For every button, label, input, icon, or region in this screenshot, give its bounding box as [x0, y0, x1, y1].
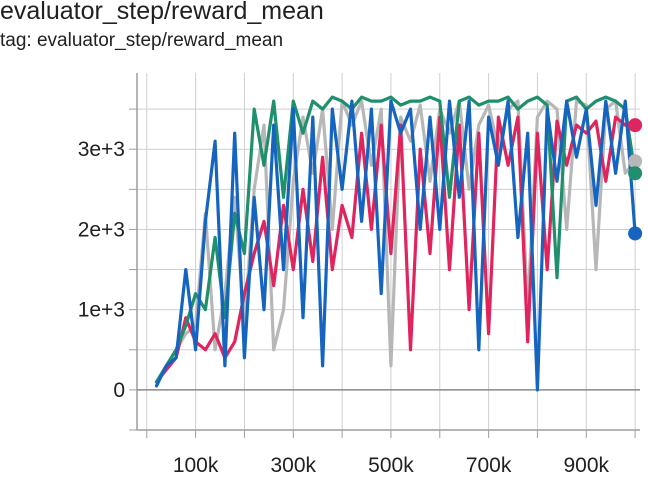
- x-tick-label: 700k: [466, 454, 512, 477]
- chart-title: evaluator_step/reward_mean: [0, 0, 324, 25]
- y-tick-label: 1e+3: [78, 299, 125, 322]
- series-end-markers: [628, 118, 643, 241]
- axes: [129, 73, 640, 438]
- x-tick-label: 500k: [368, 454, 414, 477]
- series-end-marker-3: [628, 166, 643, 181]
- chart-tag-subtitle: tag: evaluator_step/reward_mean: [0, 30, 284, 51]
- series-end-marker-1: [628, 154, 643, 169]
- series-line-4: [154, 99, 637, 392]
- series-lines: [154, 95, 637, 392]
- series-end-marker-2: [628, 118, 643, 133]
- x-tick-label: 900k: [564, 454, 610, 477]
- series-end-marker-4: [628, 226, 643, 241]
- series-line-3: [154, 95, 637, 384]
- series-line-2: [154, 115, 637, 384]
- x-tick-label: 100k: [173, 454, 219, 477]
- tick-labels: 100k 300k 500k 700k 900k 0 1e+3 2e+3 3e+3: [78, 138, 610, 477]
- y-tick-label: 3e+3: [78, 138, 125, 161]
- y-tick-label: 0: [113, 379, 125, 402]
- x-tick-label: 300k: [270, 454, 316, 477]
- y-tick-label: 2e+3: [78, 218, 125, 241]
